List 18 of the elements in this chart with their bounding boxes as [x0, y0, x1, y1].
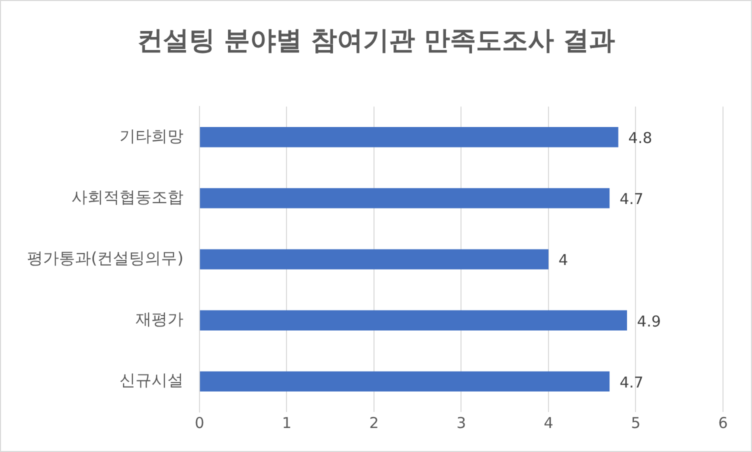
chart-title: 컨설팅 분야별 참여기관 만족도조사 결과: [136, 25, 616, 58]
y-tick-label: 기타희망: [119, 126, 184, 146]
x-tick-label: 5: [630, 414, 641, 432]
data-label: 4.7: [620, 190, 644, 208]
x-tick-label: 4: [544, 414, 554, 432]
y-tick-label: 재평가: [135, 310, 184, 329]
data-label: 4.7: [620, 373, 644, 392]
y-tick-label: 평가통과(컨설팅의무): [27, 248, 184, 268]
x-tick-label: 0: [194, 414, 204, 432]
y-tick-label: 신규시설: [119, 370, 184, 390]
x-tick-label: 1: [282, 414, 292, 432]
data-label: 4.8: [628, 129, 652, 148]
x-tick-label: 3: [456, 414, 466, 432]
data-label: 4: [558, 251, 568, 270]
y-tick-label: 사회적협동조합: [71, 187, 184, 206]
x-tick-label: 2: [369, 414, 379, 432]
data-label: 4.9: [637, 312, 661, 330]
x-tick-label: 6: [718, 414, 728, 432]
